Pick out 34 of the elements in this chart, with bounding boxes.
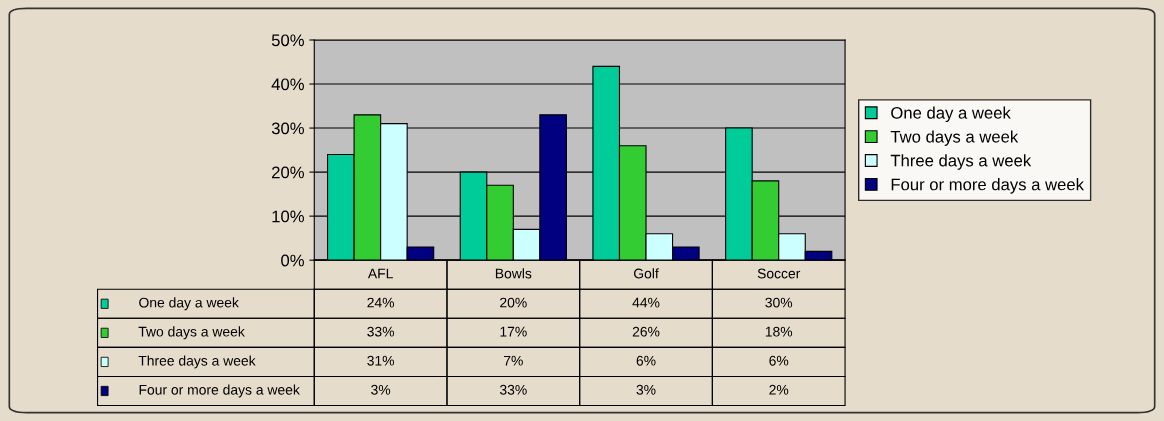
data-label: 3% — [636, 384, 656, 395]
x-tick-label: AFL — [367, 268, 393, 279]
text: One day a week — [891, 106, 1011, 123]
data-label: 44% — [632, 297, 660, 308]
y-tick-label: 0% — [281, 254, 304, 267]
x-tick-label: Bowls — [495, 268, 532, 279]
text: Three days a week — [138, 355, 256, 369]
data-label: 7% — [504, 355, 523, 366]
text: Two days a week — [138, 326, 245, 340]
data-label: 2% — [769, 384, 789, 395]
data-label: 33% — [367, 326, 395, 337]
y-tick-label: 30% — [271, 122, 304, 135]
data-label: 24% — [367, 297, 395, 308]
legend-label: Two days a week — [890, 130, 1019, 146]
data-label: 18% — [765, 326, 793, 337]
data-label: 6% — [769, 355, 789, 366]
legend-label: Four or more days a week — [891, 178, 1084, 194]
data-label: 17% — [500, 326, 527, 337]
y-tick-label: 20% — [272, 166, 304, 179]
legend-label: One day a week — [139, 297, 239, 311]
data-label: 20% — [500, 297, 527, 308]
y-tick-label: 40% — [271, 78, 304, 91]
y-tick-label: 50% — [271, 34, 304, 47]
data-label: 26% — [632, 326, 660, 337]
data-label: 3% — [371, 384, 391, 395]
data-label: 6% — [636, 355, 656, 366]
data-label: 31% — [367, 355, 395, 366]
text: Four or more days a week — [139, 384, 300, 398]
data-label: 33% — [499, 384, 527, 395]
legend-label: Three days a week — [890, 154, 1032, 170]
data-label: 30% — [765, 297, 793, 308]
x-tick-label: Soccer — [757, 268, 801, 279]
y-tick-label: 10% — [272, 210, 304, 223]
x-tick-label: Golf — [633, 268, 659, 279]
